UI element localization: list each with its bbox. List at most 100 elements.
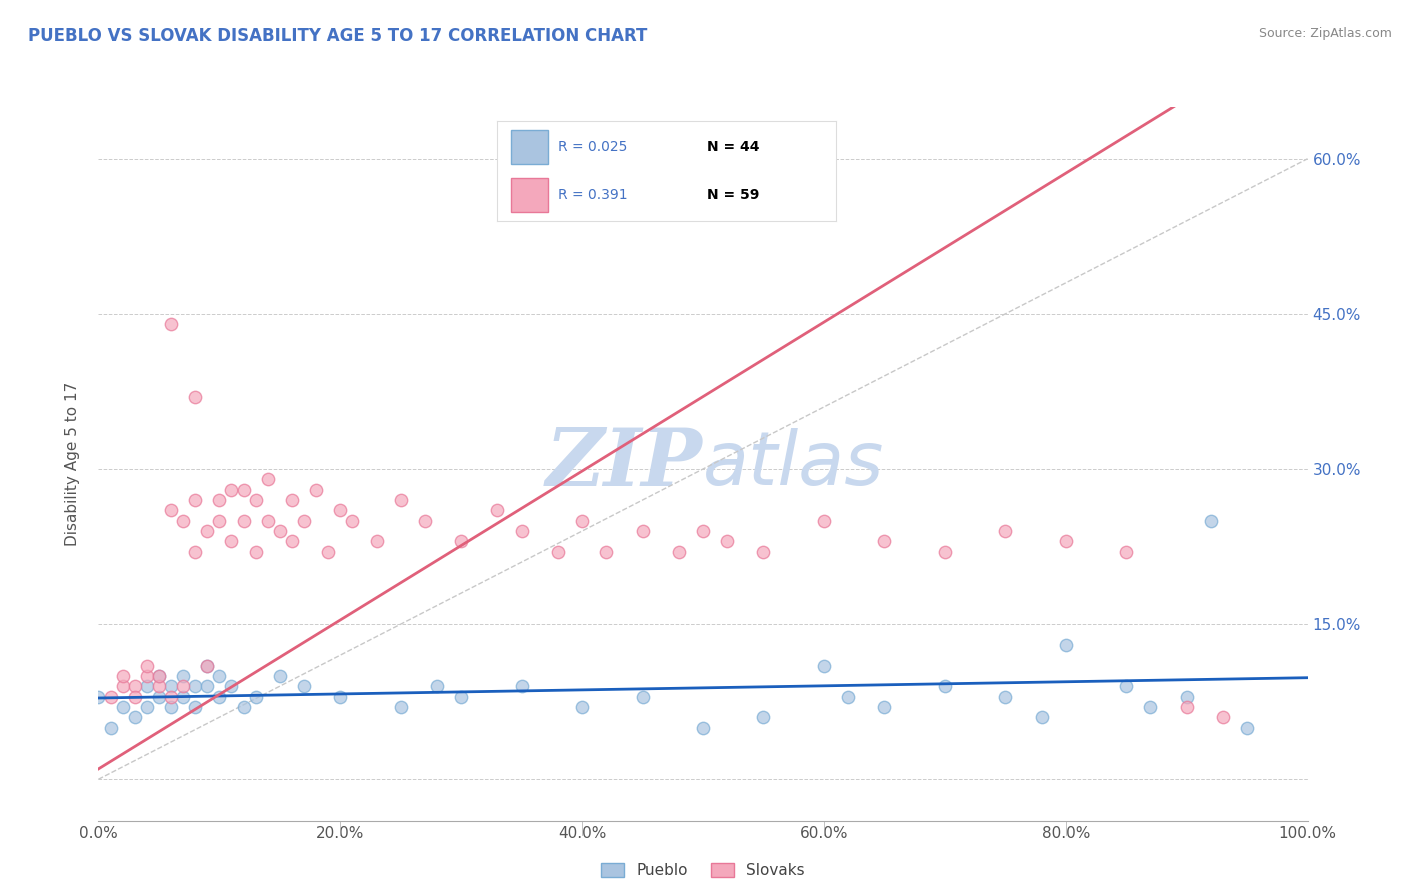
Point [389,493,412,508]
Point [172,514,194,528]
Point [692,524,714,538]
Point [160,699,183,714]
Point [752,545,775,559]
Point [195,524,218,538]
Point [1115,679,1137,693]
Point [631,524,654,538]
Point [595,545,617,559]
Point [450,534,472,549]
Point [184,493,207,508]
Point [571,699,593,714]
Point [281,493,304,508]
Point [752,710,775,724]
Point [316,545,339,559]
Point [1054,534,1077,549]
Point [342,514,364,528]
Text: PUEBLO VS SLOVAK DISABILITY AGE 5 TO 17 CORRELATION CHART: PUEBLO VS SLOVAK DISABILITY AGE 5 TO 17 … [28,27,648,45]
Point [994,690,1017,704]
Text: Source: ZipAtlas.com: Source: ZipAtlas.com [1258,27,1392,40]
Point [389,699,412,714]
Point [256,472,278,486]
Point [1236,721,1258,735]
Point [195,679,218,693]
Point [232,699,254,714]
Point [100,721,122,735]
Point [668,545,690,559]
Point [87,690,110,704]
Point [510,524,533,538]
Point [172,679,194,693]
Point [184,390,207,404]
Point [135,658,157,673]
Point [413,514,436,528]
Point [245,690,267,704]
Point [100,690,122,704]
Point [221,534,243,549]
Point [160,690,183,704]
Point [148,669,170,683]
Point [571,514,593,528]
Point [135,679,157,693]
Point [329,690,352,704]
Point [208,514,231,528]
Point [148,679,170,693]
Point [160,317,183,331]
Point [1054,638,1077,652]
Point [124,679,146,693]
Point [208,669,231,683]
Point [1115,545,1137,559]
Point [245,545,267,559]
Point [184,545,207,559]
Point [111,679,134,693]
Point [1139,699,1161,714]
Point [934,545,956,559]
Point [292,679,315,693]
Point [232,483,254,497]
Point [184,679,207,693]
Point [124,710,146,724]
Point [329,503,352,517]
Point [208,493,231,508]
Point [813,658,835,673]
Point [269,669,291,683]
Point [195,658,218,673]
Point [486,503,509,517]
Point [281,534,304,549]
Point [873,699,896,714]
Point [426,679,449,693]
Point [305,483,328,497]
Point [245,493,267,508]
Point [195,658,218,673]
Point [1212,710,1234,724]
Point [813,514,835,528]
Point [292,514,315,528]
Point [111,699,134,714]
Point [160,679,183,693]
Point [1175,690,1198,704]
Point [269,524,291,538]
Legend: Pueblo, Slovaks: Pueblo, Slovaks [595,857,811,884]
Point [148,669,170,683]
Point [221,679,243,693]
Point [256,514,278,528]
Point [994,524,1017,538]
Point [221,483,243,497]
Point [135,699,157,714]
Point [1031,710,1053,724]
Point [450,690,472,704]
Point [837,690,859,704]
Point [366,534,388,549]
Point [124,690,146,704]
Point [232,514,254,528]
Text: atlas: atlas [703,428,884,500]
Point [172,690,194,704]
Point [111,669,134,683]
Point [873,534,896,549]
Point [160,503,183,517]
Point [135,669,157,683]
Point [172,669,194,683]
Point [716,534,738,549]
Point [148,690,170,704]
Point [184,699,207,714]
Y-axis label: Disability Age 5 to 17: Disability Age 5 to 17 [65,382,80,546]
